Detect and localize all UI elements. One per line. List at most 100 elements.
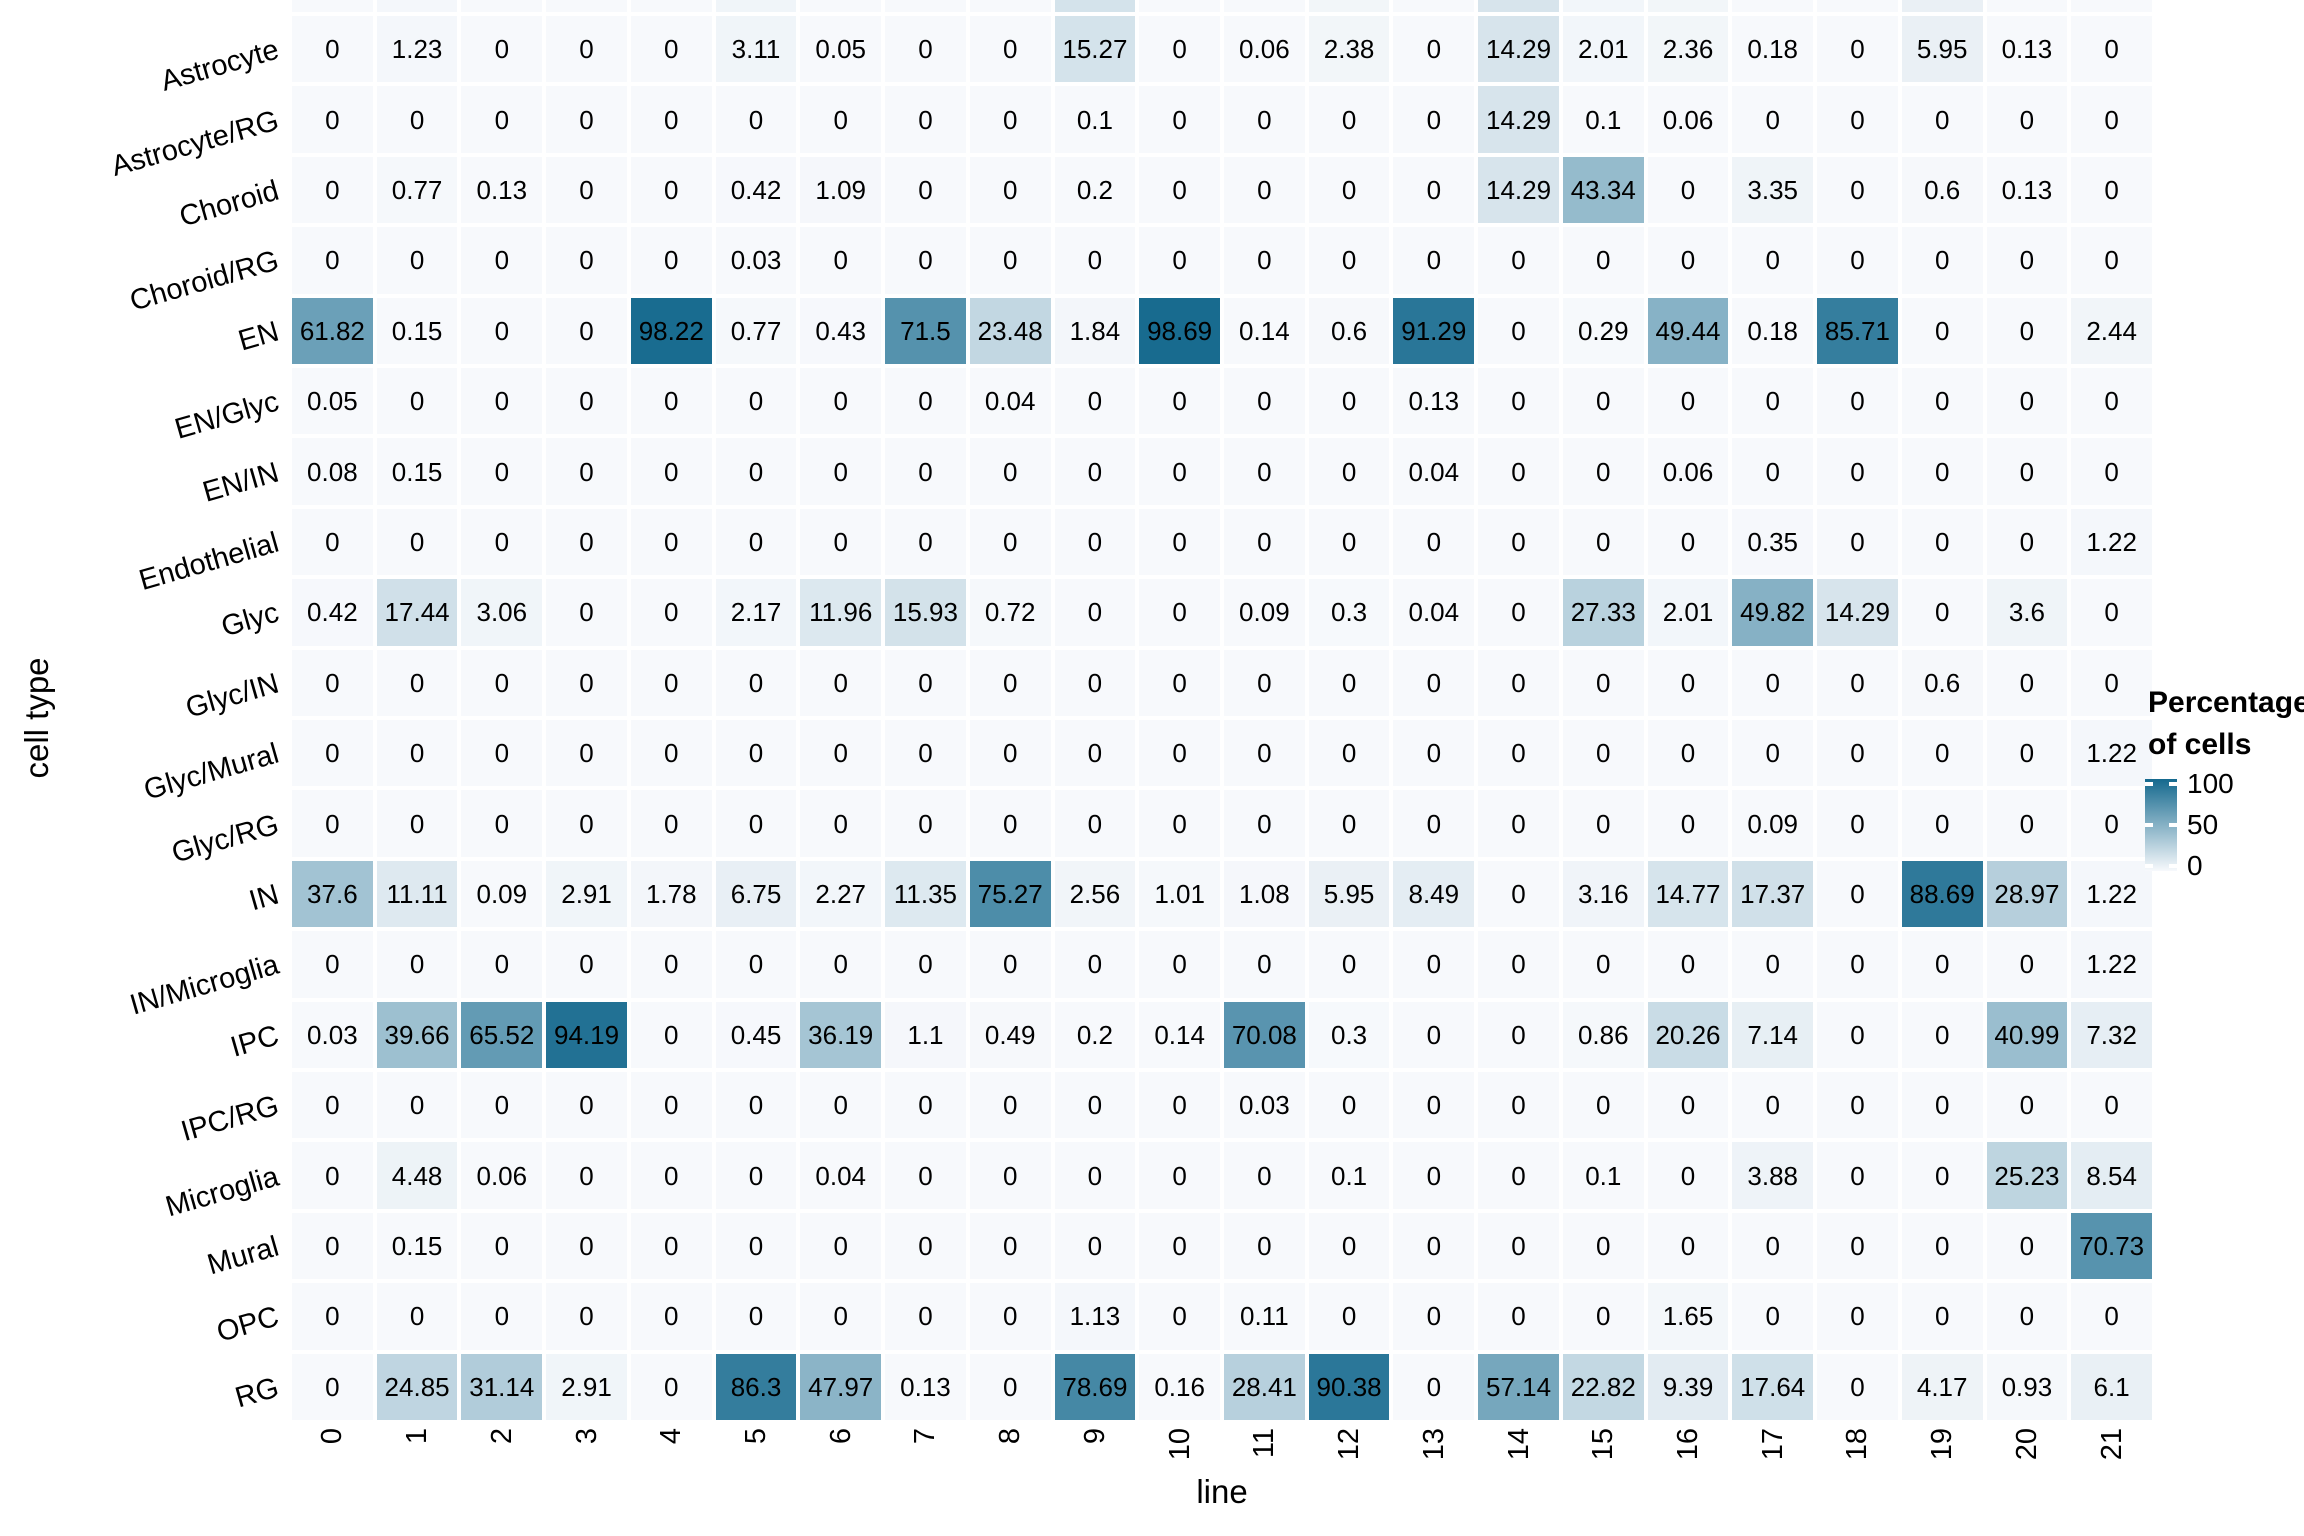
heatmap-cell: 0 — [1139, 1142, 1220, 1209]
heatmap-cell: 1.78 — [630, 860, 712, 928]
heatmap-cell: 0.18 — [1732, 297, 1814, 364]
heatmap-cell: 0 — [885, 790, 966, 857]
heatmap-cell: 0.6 — [1901, 649, 1983, 716]
heatmap-cell: 47.97 — [800, 1353, 882, 1420]
heatmap-cell: 0 — [1054, 368, 1136, 435]
heatmap-cell: 0 — [1393, 1212, 1475, 1280]
legend-tick-mark — [2145, 864, 2153, 868]
heatmap-cell: 2.27 — [800, 860, 882, 928]
heatmap-cell: 0 — [1817, 368, 1898, 435]
heatmap-cell: 0 — [461, 790, 543, 857]
heatmap-cell: 0 — [292, 790, 373, 857]
heatmap-cell: 0 — [630, 368, 712, 435]
heatmap-cell: 0 — [969, 1072, 1051, 1139]
heatmap-cell: 0 — [715, 86, 797, 153]
heatmap-cell: 0 — [1986, 438, 2068, 505]
heatmap-cell: 0 — [546, 1072, 627, 1139]
heatmap-cell: 0 — [1393, 508, 1475, 576]
heatmap-cell: 2.91 — [546, 1353, 627, 1420]
heatmap-cell: 0 — [1393, 649, 1475, 716]
heatmap-cell: 0 — [1732, 438, 1814, 505]
heatmap-cell: 0.49 — [969, 1001, 1051, 1068]
heatmap-cell: 0 — [1817, 1142, 1898, 1209]
legend-tick-label: 50 — [2187, 809, 2219, 840]
heatmap-cell: 0.6 — [1901, 156, 1983, 224]
x-axis-label: 6 — [824, 1428, 857, 1445]
heatmap-cell: 0 — [1393, 86, 1475, 153]
heatmap-cell: 0 — [630, 1212, 712, 1280]
heatmap-cell: 0 — [800, 508, 882, 576]
heatmap-cell: 0 — [715, 790, 797, 857]
heatmap-cell: 0.45 — [715, 1001, 797, 1068]
heatmap-cell: 0 — [546, 1283, 627, 1350]
heatmap-cell: 0 — [1817, 1072, 1898, 1139]
heatmap-cell: 0 — [885, 227, 966, 294]
heatmap-cell: 0 — [1478, 438, 1559, 505]
heatmap-cell: 8.54 — [2071, 1142, 2152, 1209]
heatmap-cell: 1.22 — [2071, 508, 2152, 576]
heatmap-cell: 0 — [1478, 790, 1559, 857]
heatmap-cell: 0 — [1393, 790, 1475, 857]
heatmap-cell: 0 — [800, 86, 882, 153]
x-axis-label: 7 — [909, 1428, 942, 1445]
heatmap-cell: 0 — [461, 508, 543, 576]
heatmap-cell: 28.41 — [1223, 1353, 1305, 1420]
heatmap-cell: 0 — [969, 156, 1051, 224]
legend-title: Percentage of cells — [2148, 682, 2304, 766]
cropped-top-cell — [1393, 0, 1475, 12]
heatmap-cell: 0.09 — [1732, 790, 1814, 857]
heatmap-cell: 0 — [1393, 720, 1475, 787]
heatmap-cell: 0 — [630, 86, 712, 153]
heatmap-cell: 11.96 — [800, 579, 882, 646]
heatmap-cell: 0 — [1054, 649, 1136, 716]
heatmap-cell: 0 — [1139, 156, 1220, 224]
heatmap-cell: 0.93 — [1986, 1353, 2068, 1420]
heatmap-cell: 0 — [1393, 227, 1475, 294]
heatmap-cell: 0 — [630, 1142, 712, 1209]
heatmap-cell: 0 — [1308, 1212, 1390, 1280]
heatmap-cell: 0 — [292, 720, 373, 787]
heatmap-cell: 0 — [1478, 1001, 1559, 1068]
cropped-top-cell — [1223, 0, 1305, 12]
heatmap-cell: 0 — [885, 508, 966, 576]
heatmap-cell: 0 — [1647, 720, 1729, 787]
heatmap-cell: 0 — [1901, 297, 1983, 364]
heatmap-cell: 2.38 — [1308, 16, 1390, 83]
heatmap-cell: 0 — [715, 508, 797, 576]
heatmap-cell: 0 — [1647, 368, 1729, 435]
heatmap-cell: 0 — [461, 1283, 543, 1350]
heatmap-cell: 0.05 — [292, 368, 373, 435]
heatmap-cell: 0 — [1817, 931, 1898, 998]
heatmap-cell: 0.14 — [1223, 297, 1305, 364]
heatmap-cell: 94.19 — [546, 1001, 627, 1068]
heatmap-cell: 0 — [1308, 86, 1390, 153]
x-axis-label: 14 — [1502, 1428, 1535, 1461]
heatmap-cell: 0 — [546, 368, 627, 435]
heatmap-cell: 14.29 — [1478, 156, 1559, 224]
heatmap-cell: 0 — [1478, 720, 1559, 787]
cropped-top-row — [292, 0, 2152, 12]
heatmap-cell: 0 — [461, 649, 543, 716]
heatmap-cell: 0 — [292, 1353, 373, 1420]
heatmap-cell: 0 — [1732, 86, 1814, 153]
heatmap-cell: 24.85 — [376, 1353, 458, 1420]
heatmap-cell: 0.1 — [1562, 1142, 1644, 1209]
heatmap-cell: 0 — [1986, 720, 2068, 787]
heatmap-cell: 0 — [885, 156, 966, 224]
heatmap-cell: 0 — [376, 86, 458, 153]
heatmap-cell: 0 — [885, 86, 966, 153]
heatmap-cell: 0 — [1901, 790, 1983, 857]
heatmap-cell: 0.29 — [1562, 297, 1644, 364]
heatmap-cell: 0 — [1223, 508, 1305, 576]
heatmap-cell: 0 — [1986, 508, 2068, 576]
heatmap-cell: 0 — [1139, 1072, 1220, 1139]
heatmap-cell: 1.23 — [376, 16, 458, 83]
heatmap-cell: 0 — [630, 508, 712, 576]
heatmap-cell: 25.23 — [1986, 1142, 2068, 1209]
heatmap-cell: 0 — [630, 1072, 712, 1139]
heatmap-cell: 0 — [1054, 438, 1136, 505]
heatmap-cell: 0 — [1478, 297, 1559, 364]
heatmap-cell: 0 — [1308, 720, 1390, 787]
heatmap-cell: 0 — [1562, 508, 1644, 576]
heatmap-cell: 0 — [969, 790, 1051, 857]
